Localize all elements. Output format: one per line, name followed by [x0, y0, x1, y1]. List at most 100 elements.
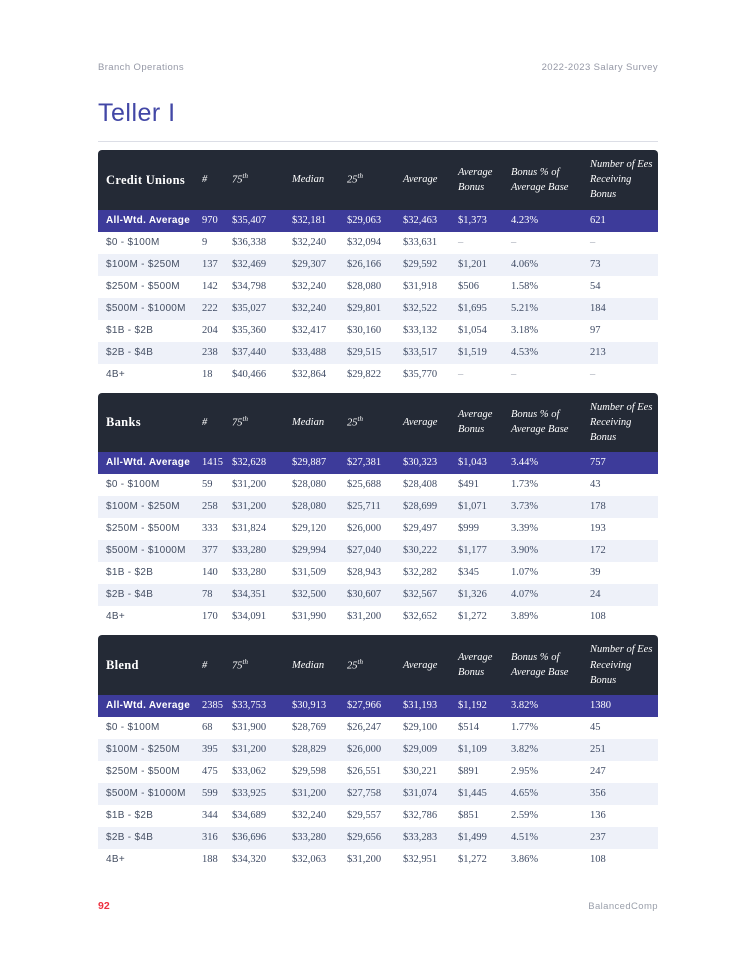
cell-value: 3.73%	[503, 496, 582, 519]
cell-value: $1,272	[458, 853, 487, 865]
cell-value: $34,351	[224, 584, 284, 607]
page-title: Teller I	[98, 99, 176, 127]
column-header: Average	[395, 150, 450, 210]
cell-value: $31,200	[284, 782, 339, 805]
cell-value: $999	[458, 523, 479, 535]
cell-value: $29,063	[339, 209, 395, 232]
cell-value: 238	[194, 341, 224, 364]
cell-value: 4.65%	[503, 782, 582, 805]
cell-value: $1,499	[450, 826, 503, 849]
column-header: Average	[395, 392, 450, 453]
cell-value: 1.73%	[511, 479, 539, 491]
table-row: $500M - $1000M 599 $33,925 $31,200 $27,758 $3…	[98, 782, 658, 805]
cell-value: $31,918	[403, 280, 438, 292]
cell-value: $29,120	[292, 523, 327, 535]
cell-value: $32,786	[403, 809, 438, 821]
cell-value: $32,240	[284, 297, 339, 320]
cell-value: 9	[202, 236, 208, 248]
document-page: Branch Operations 2022-2023 Salary Surve…	[98, 62, 658, 912]
cell-value: –	[590, 368, 596, 380]
cell-value: 73	[582, 253, 658, 276]
column-header: Bonus % of Average Base	[503, 635, 582, 695]
cell-value: 970	[194, 209, 224, 232]
column-header: Average	[395, 635, 450, 695]
table-row: $0 - $100M 59 $31,200 $28,080 $25,688 $28,408…	[98, 474, 658, 496]
table-header-row: Credit Unions #75th Median 25th Average Aver…	[98, 150, 658, 210]
cell-value: 3.86%	[511, 853, 539, 865]
cell-value: $31,074	[395, 782, 450, 805]
asset-range-label: $250M - $500M	[106, 280, 180, 292]
cell-value: $30,222	[395, 540, 450, 563]
column-header: Median	[284, 392, 339, 453]
cell-value: $29,307	[284, 253, 339, 276]
table-row: All-Wtd. Average 970 $35,407 $32,181 $29,063…	[98, 209, 658, 232]
asset-range-label: $100M - $250M	[98, 738, 194, 761]
table-row: $500M - $1000M 222 $35,027 $32,240 $29,801 $3…	[98, 297, 658, 320]
cell-value: 2.59%	[511, 809, 539, 821]
table-row: $100M - $250M 395 $31,200 $28,829 $26,000 $29…	[98, 738, 658, 761]
asset-range-label: $2B - $4B	[98, 584, 194, 607]
column-header: 75th	[224, 635, 284, 695]
cell-value: $32,240	[292, 280, 327, 292]
cell-value: 188	[202, 853, 218, 865]
cell-value: $33,283	[395, 826, 450, 849]
column-header: Median	[284, 150, 339, 210]
cell-value: 251	[582, 738, 658, 761]
asset-range-label: $0 - $100M	[106, 721, 160, 733]
cell-value: $32,864	[292, 368, 327, 380]
table-row: 4B+ 188 $34,320 $32,063 $31,200 $32,951 $1,272…	[98, 849, 658, 871]
cell-value: $29,497	[403, 523, 438, 535]
cell-value: $29,515	[339, 341, 395, 364]
column-header: Number of Ees Receiving Bonus	[582, 392, 658, 453]
cell-value: 395	[194, 738, 224, 761]
salary-table: Credit Unions #75th Median 25th Average Aver…	[98, 150, 658, 386]
asset-range-label: $1B - $2B	[106, 809, 154, 821]
cell-value: 5.21%	[503, 297, 582, 320]
asset-range-label: $0 - $100M	[106, 236, 160, 248]
cell-value: $32,282	[403, 567, 438, 579]
cell-value: 2.95%	[511, 765, 539, 777]
column-header: Number of Ees Receiving Bonus	[582, 150, 658, 210]
column-header: Average Bonus	[450, 635, 503, 695]
cell-value: $33,280	[284, 826, 339, 849]
cell-value: 18	[202, 368, 213, 380]
cell-value: $1,201	[450, 253, 503, 276]
cell-value: $1,109	[450, 738, 503, 761]
cell-value: 136	[590, 809, 606, 821]
asset-range-label: $1B - $2B	[106, 567, 154, 579]
cell-value: –	[590, 236, 596, 248]
column-header: #	[194, 150, 224, 210]
cell-value: 68	[202, 721, 213, 733]
cell-value: 4.51%	[503, 826, 582, 849]
cell-value: 193	[590, 523, 606, 535]
cell-value: 97	[590, 324, 601, 336]
cell-value: $32,240	[292, 236, 327, 248]
cell-value: $29,656	[339, 826, 395, 849]
cell-value: $32,567	[395, 584, 450, 607]
cell-value: $30,607	[339, 584, 395, 607]
cell-value: $345	[458, 567, 479, 579]
cell-value: $33,280	[224, 540, 284, 563]
cell-value: $33,488	[284, 341, 339, 364]
all-weighted-average-label: All-Wtd. Average	[98, 452, 194, 475]
table-row: $100M - $250M 258 $31,200 $28,080 $25,711 $28…	[98, 496, 658, 519]
asset-range-label: $2B - $4B	[98, 341, 194, 364]
all-weighted-average-label: All-Wtd. Average	[98, 209, 194, 232]
cell-value: $34,091	[232, 611, 267, 623]
cell-value: 247	[590, 765, 606, 777]
cell-value: $34,689	[232, 809, 267, 821]
cell-value: 344	[202, 809, 218, 821]
cell-value: 621	[582, 209, 658, 232]
page-header: Branch Operations 2022-2023 Salary Surve…	[98, 62, 658, 73]
cell-value: $37,440	[224, 341, 284, 364]
cell-value: $29,994	[284, 540, 339, 563]
salary-table-grid: Banks #75th Median 25th Average Average Bonu…	[98, 392, 658, 629]
tables-container: Credit Unions #75th Median 25th Average Aver…	[98, 150, 658, 871]
cell-value: 137	[194, 253, 224, 276]
cell-value: 178	[582, 496, 658, 519]
salary-table-grid: Blend #75th Median 25th Average Average Bonu…	[98, 635, 658, 871]
cell-value: $1,373	[450, 209, 503, 232]
cell-value: 316	[194, 826, 224, 849]
cell-value: –	[511, 236, 517, 248]
cell-value: $31,824	[232, 523, 267, 535]
